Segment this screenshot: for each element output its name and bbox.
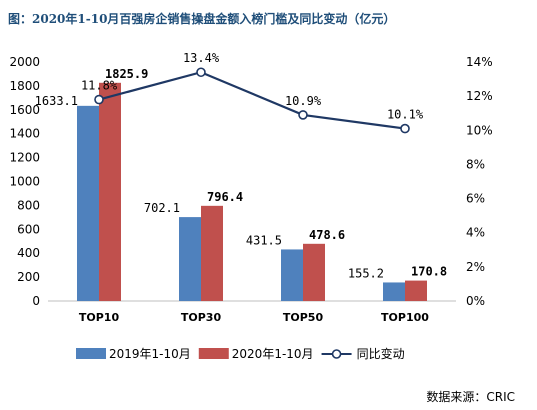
bar-value-label: 1633.1 (35, 94, 78, 108)
legend-swatch-marker (331, 349, 342, 359)
bar-value-label: 1825.9 (105, 67, 148, 81)
y-tick-label: 400 (17, 246, 40, 260)
legend-label: 同比变动 (357, 346, 405, 361)
y2-tick-label: 10% (466, 123, 493, 137)
source-note: 数据来源：CRIC (426, 390, 515, 404)
x-category-label: TOP30 (181, 311, 222, 324)
legend-label: 2019年1-10月 (109, 347, 191, 361)
bar (77, 105, 99, 302)
legend-swatch (198, 348, 229, 359)
legend: 2019年1-10月 2020年1-10月 同比变动 (76, 346, 405, 361)
y2-tick-label: 6% (466, 192, 485, 206)
bars (77, 82, 427, 302)
bar (99, 82, 121, 301)
growth-value-label: 13.4% (183, 51, 220, 65)
growth-value-label: 10.1% (387, 108, 424, 122)
x-category-label: TOP50 (283, 311, 324, 324)
bar-value-label: 702.1 (144, 201, 180, 215)
bar (405, 280, 427, 301)
bar (201, 205, 223, 301)
y2-tick-label: 4% (466, 226, 485, 240)
bar (383, 282, 405, 301)
growth-point (196, 67, 206, 78)
x-category-label: TOP10 (79, 311, 120, 324)
growth-line-path (98, 71, 406, 130)
data-labels: 1633.1 702.1 431.5 155.2 1825.9 796.4 478.6 170… (35, 51, 447, 280)
y-tick-label: 1800 (9, 79, 40, 93)
growth-line (94, 67, 410, 134)
chart-title: 图：2020年1-10月百强房企销售操盘金额入榜门槛及同比变动（亿元） (8, 12, 396, 26)
y-tick-label: 0 (32, 294, 40, 308)
y-tick-label: 800 (17, 198, 40, 212)
y2-tick-label: 0% (466, 294, 485, 308)
growth-point (298, 110, 308, 120)
y2-tick-label: 8% (466, 157, 485, 171)
y-tick-label: 2000 (9, 55, 40, 69)
y-tick-label: 1600 (9, 103, 40, 117)
y-tick-label: 1000 (9, 175, 40, 189)
axes: 0 200 400 600 800 1000 1200 1400 1600 1800 2000 0% 2… (9, 55, 492, 324)
y-tick-label: 1400 (9, 127, 40, 141)
y-tick-label: 1200 (9, 151, 40, 165)
bar-value-label: 796.4 (207, 190, 243, 204)
y2-tick-label: 14% (466, 55, 493, 69)
bar (179, 217, 201, 301)
y2-tick-label: 2% (466, 260, 485, 274)
bar-value-label: 170.8 (411, 265, 447, 279)
y-tick-label: 200 (17, 270, 40, 284)
growth-point (400, 123, 410, 134)
y-tick-label: 600 (17, 222, 40, 236)
bar (303, 243, 325, 301)
y2-tick-label: 12% (466, 89, 493, 103)
growth-value-label: 11.8% (81, 79, 118, 93)
bar-value-label: 155.2 (348, 266, 384, 280)
legend-swatch (76, 348, 106, 359)
bar-value-label: 431.5 (246, 233, 282, 247)
legend-label: 2020年1-10月 (232, 347, 314, 361)
growth-value-label: 10.9% (285, 94, 322, 108)
x-category-label: TOP100 (381, 311, 429, 324)
growth-point (94, 94, 104, 105)
bar (281, 249, 303, 301)
bar-value-label: 478.6 (309, 228, 345, 242)
